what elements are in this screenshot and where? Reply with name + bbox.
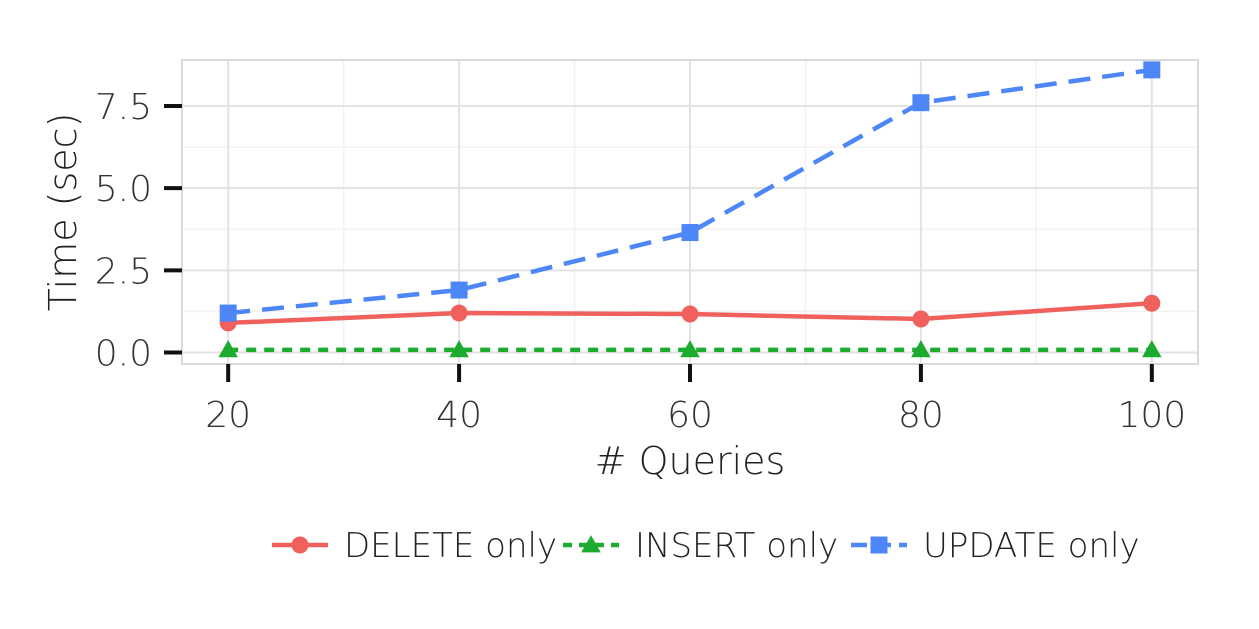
- data-point: [218, 340, 238, 358]
- legend: DELETE only INSERT only UPDATE only: [272, 526, 1140, 566]
- data-series: [218, 61, 1162, 358]
- legend-label: DELETE only: [344, 526, 557, 566]
- legend-label: UPDATE only: [923, 526, 1140, 566]
- y-tick-label: 5.0: [95, 169, 152, 210]
- x-tick-label: 40: [436, 395, 482, 436]
- data-point: [681, 305, 699, 323]
- series-square: [219, 61, 1161, 322]
- series-line: [227, 67, 1153, 316]
- y-tick-label: 7.5: [95, 87, 152, 128]
- series-triangle: [218, 340, 1162, 358]
- data-point: [681, 224, 699, 242]
- data-point: [911, 340, 931, 358]
- data-point: [219, 304, 237, 322]
- series-circle: [219, 294, 1161, 332]
- data-point: [1143, 294, 1161, 312]
- axes: 20 40 60 80 100 0.0 2.5 5.0 7.5: [95, 87, 1186, 436]
- data-point: [680, 340, 700, 358]
- data-point: [1142, 340, 1162, 358]
- x-tick-label: 100: [1117, 395, 1186, 436]
- data-point: [912, 310, 930, 328]
- y-axis-title: Time (sec): [41, 113, 85, 312]
- legend-key-marker: [291, 536, 309, 554]
- legend-label: INSERT only: [635, 526, 838, 566]
- y-tick-label: 0.0: [95, 333, 152, 374]
- data-point: [449, 340, 469, 358]
- data-point: [912, 94, 930, 112]
- data-point: [1143, 61, 1161, 79]
- x-tick-label: 80: [898, 395, 944, 436]
- data-point: [450, 304, 468, 322]
- x-tick-label: 20: [205, 395, 251, 436]
- legend-key-marker: [581, 535, 601, 553]
- x-axis-title: # Queries: [595, 439, 786, 483]
- data-point: [450, 281, 468, 299]
- legend-key-marker: [870, 536, 888, 554]
- y-tick-label: 2.5: [95, 251, 152, 292]
- x-tick-label: 60: [667, 395, 713, 436]
